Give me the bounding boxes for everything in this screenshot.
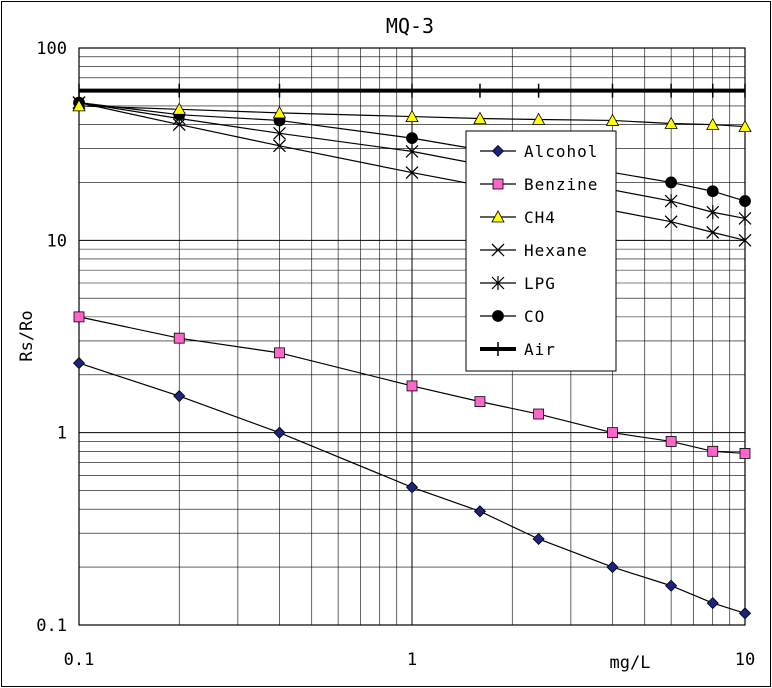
series-benzine-point [406, 380, 418, 392]
series-hexane-point [738, 233, 752, 247]
legend-item-ch4: CH4 [480, 208, 556, 227]
series-alcohol-line [78, 362, 746, 614]
series-benzine-point [707, 445, 719, 457]
series-hexane-point [273, 139, 286, 153]
x-tick-label: 10 [735, 650, 755, 670]
chart-title: MQ-3 [386, 14, 434, 38]
series-alcohol-point [273, 426, 286, 439]
legend-label-ch4: CH4 [524, 208, 556, 227]
series-benzine-point [665, 436, 677, 447]
series-benzine-point [474, 396, 486, 408]
series-hexane-point [405, 166, 419, 180]
legend-lpg-point [491, 276, 505, 290]
series-benzine-point [739, 448, 751, 459]
legend-label-lpg: LPG [524, 274, 556, 293]
series-hexane-point [664, 215, 678, 229]
legend-label-alcohol: Alcohol [524, 142, 598, 161]
series-ch4-point [72, 99, 86, 112]
grid [78, 47, 746, 626]
x-tick-label: 1 [407, 650, 417, 670]
x-tick-label: 0.1 [64, 650, 95, 670]
series-ch4-point [664, 116, 678, 129]
legend-item-lpg: LPG [480, 274, 556, 293]
series-benzine-point [533, 408, 545, 420]
legend-alcohol-point [491, 144, 505, 158]
legend-label-hexane: Hexane [524, 241, 588, 260]
series-ch4-point [738, 119, 752, 133]
series-ch4-point [272, 106, 287, 119]
y-tick-label: 0.1 [36, 616, 67, 636]
y-axis-label: Rs/Ro [17, 310, 37, 361]
legend-label-co: CO [524, 307, 545, 326]
series-ch4-point [605, 113, 620, 126]
series-alcohol-point [405, 481, 419, 494]
series-ch4-point [706, 117, 720, 130]
legend-item-alcohol: Alcohol [480, 142, 598, 161]
series-benzine-line [78, 316, 746, 455]
series-ch4-point [405, 109, 419, 122]
series-benzine-point [607, 427, 618, 439]
series-ch4-point [172, 102, 186, 115]
series-hexane-point [172, 118, 186, 131]
legend-co-point [492, 310, 504, 322]
series-lpg-point [405, 144, 419, 159]
series-air [78, 83, 746, 98]
legend-item-co: CO [480, 307, 545, 326]
legend: Alcohol Benzine CH4 Hexane LPG CO Air [465, 130, 617, 372]
series-lpg-point [664, 194, 678, 209]
y-tick-label: 10 [47, 231, 67, 251]
y-tick-label: 1 [57, 424, 67, 444]
legend-label-benzine: Benzine [524, 175, 598, 194]
series-hexane-point [706, 225, 720, 239]
series-alcohol-point [173, 389, 186, 403]
series-ch4-point [531, 112, 546, 125]
series-co-point [665, 176, 678, 189]
plot-frame [78, 47, 746, 626]
series-alcohol-point [738, 607, 752, 620]
tick-labels: 0.1 1 10 0.1 1 10 100 [36, 39, 755, 670]
series-alcohol-point [72, 357, 86, 370]
series-lpg-point [738, 211, 752, 226]
legend-item-air: Air [480, 340, 556, 359]
legend-item-benzine: Benzine [480, 175, 598, 194]
series-benzine [73, 311, 751, 459]
series-lpg-point [706, 205, 720, 220]
series-co-point [739, 195, 751, 207]
series-ch4 [72, 99, 752, 133]
series-benzine-point [274, 347, 285, 359]
legend-ch4-point [491, 210, 505, 223]
series-co-point [706, 185, 719, 198]
series-alcohol [72, 357, 752, 620]
series-benzine-point [173, 332, 185, 344]
legend-box [465, 130, 617, 372]
series-alcohol-point [606, 561, 619, 574]
series-alcohol-point [665, 579, 678, 592]
series-alcohol-point [473, 505, 487, 518]
legend-label-air: Air [524, 340, 556, 359]
legend-hexane-point [491, 243, 505, 257]
legend-item-hexane: Hexane [480, 241, 588, 260]
series-benzine-point [73, 311, 85, 323]
series [72, 83, 752, 620]
series-co-point [406, 132, 418, 145]
y-tick-label: 100 [36, 39, 67, 59]
series-alcohol-point [706, 597, 719, 610]
series-ch4-point [473, 111, 487, 124]
x-axis-label: mg/L [610, 653, 651, 673]
series-alcohol-point [532, 532, 545, 546]
series-lpg-point [273, 126, 286, 141]
series-ch4-line [78, 105, 746, 128]
legend-benzine-point [492, 178, 504, 190]
